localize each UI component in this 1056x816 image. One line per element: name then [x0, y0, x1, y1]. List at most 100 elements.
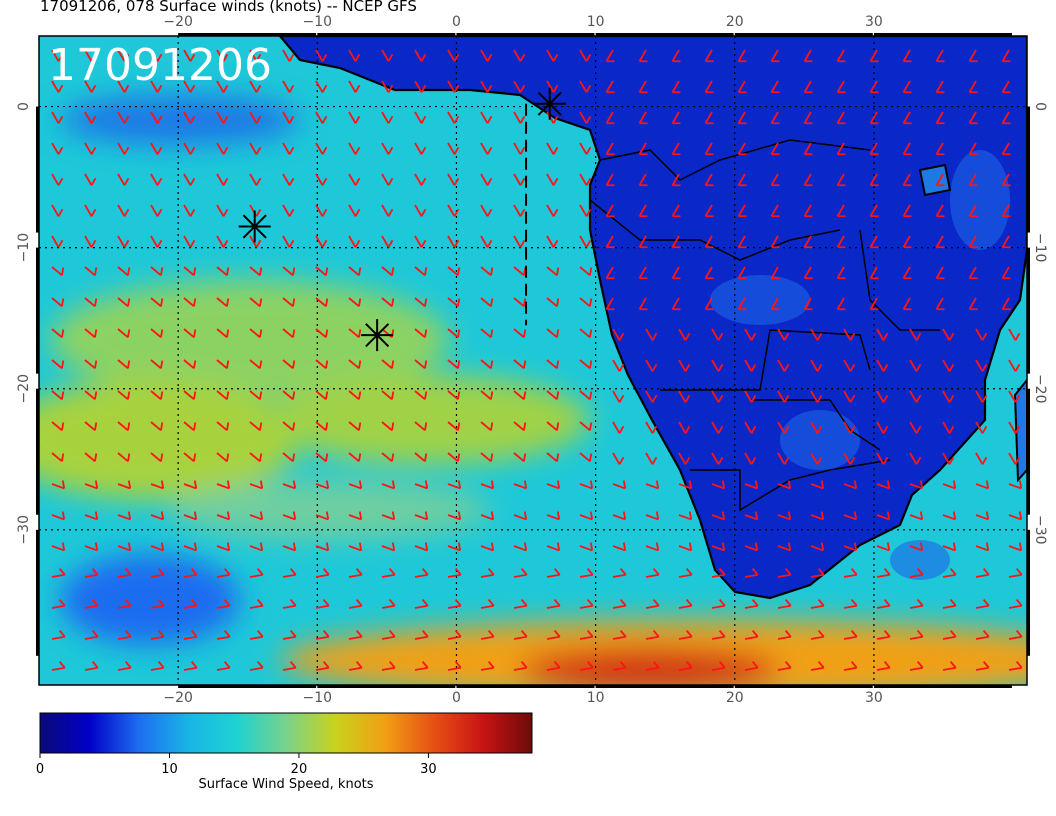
wind-barb — [183, 511, 198, 521]
wind-barb — [671, 142, 681, 156]
wind-barb — [968, 49, 978, 63]
wind-barb — [480, 235, 493, 248]
wind-barb — [579, 328, 593, 339]
wind-barb — [1008, 542, 1023, 552]
wind-barb — [678, 452, 691, 465]
wind-barb — [183, 542, 198, 552]
wind-barb — [84, 511, 99, 521]
wind-barb — [612, 568, 627, 578]
wind-barb — [546, 328, 560, 339]
wind-barb — [282, 542, 297, 552]
tick-bar-top — [595, 33, 734, 36]
wind-barb — [480, 511, 495, 521]
wind-barb — [315, 297, 329, 308]
lat-label-left: 0 — [16, 102, 32, 111]
wind-barb — [447, 390, 461, 401]
wind-barb — [447, 173, 460, 186]
wind-barb — [381, 542, 396, 552]
wind-barb — [513, 661, 528, 671]
wind-barb — [605, 204, 615, 218]
land-texture — [710, 150, 1010, 580]
wind-barb — [414, 359, 428, 370]
wind-barb — [117, 630, 132, 640]
date-stamp: 17091206 — [48, 40, 272, 91]
wind-barb — [975, 568, 990, 578]
tick-bar-top — [456, 33, 595, 36]
wind-barb — [1008, 390, 1021, 403]
wind-barb — [282, 511, 297, 521]
wind-barb — [737, 111, 747, 125]
wind-barb — [638, 297, 648, 311]
wind-barb — [282, 421, 296, 432]
wind-barb — [704, 204, 714, 218]
markers — [238, 87, 566, 352]
lon-label-bottom: −10 — [303, 690, 333, 706]
lon-label-bottom: −20 — [163, 690, 193, 706]
colorbar-tick-label: 0 — [36, 762, 44, 777]
wind-barb — [249, 266, 263, 277]
wind-barb — [843, 421, 856, 434]
wind-barb — [843, 511, 858, 521]
wind-barb — [117, 511, 132, 521]
colorbar-ticks: 0 10 20 30 — [36, 753, 437, 777]
wind-barb — [645, 328, 658, 341]
wind-barb — [645, 661, 660, 671]
wind-barb — [1001, 49, 1011, 63]
wind-barb — [876, 542, 891, 552]
wind-barb — [51, 173, 64, 186]
wind-barb — [704, 111, 714, 125]
wind-barb — [216, 297, 230, 308]
wind-barb — [117, 328, 131, 339]
wind-barb — [117, 452, 131, 463]
wind-barb — [480, 111, 493, 124]
lat-label-left: −10 — [16, 233, 32, 263]
wind-barb — [876, 661, 891, 671]
wind-barb — [876, 480, 891, 490]
wind-barb — [348, 480, 363, 490]
wind-barb — [414, 480, 429, 490]
wind-barb — [909, 568, 924, 578]
wind-barb — [348, 421, 362, 432]
wind-barb — [249, 661, 264, 671]
wind-barb — [282, 204, 295, 217]
wind-barb — [282, 359, 296, 370]
wind-barb — [216, 266, 230, 277]
wind-barbs — [51, 49, 1023, 671]
wind-barb — [84, 142, 97, 155]
wind-barb — [249, 568, 264, 578]
wind-barb — [480, 630, 495, 640]
wind-barb — [546, 390, 560, 401]
wind-barb — [381, 599, 396, 609]
wind-barb — [282, 568, 297, 578]
wind-barb — [84, 452, 98, 463]
wind-barb — [810, 359, 823, 372]
wind-barb — [183, 452, 197, 463]
wind-barb — [546, 542, 561, 552]
wind-barb — [249, 142, 262, 155]
wind-barb — [942, 452, 955, 465]
wind-barb — [414, 297, 428, 308]
wind-barb — [803, 80, 813, 94]
wind-barb — [414, 542, 429, 552]
wind-barb — [150, 173, 163, 186]
wind-barb — [51, 111, 64, 124]
wind-barb — [843, 328, 856, 341]
wind-barb — [513, 142, 526, 155]
tick-bar-top — [873, 33, 1012, 36]
tick-bar-bottom — [178, 685, 317, 688]
wind-barb — [150, 235, 163, 248]
wind-barb — [480, 661, 495, 671]
wind-barb — [348, 390, 362, 401]
wind-barb — [348, 328, 362, 339]
wind-barb — [480, 204, 493, 217]
wind-barb — [348, 111, 361, 124]
wind-barb — [249, 421, 263, 432]
wind-barb — [975, 359, 988, 372]
wind-barb — [671, 204, 681, 218]
wind-barb — [711, 328, 724, 341]
wind-barb — [770, 204, 780, 218]
wind-barb — [869, 111, 879, 125]
wind-barb — [1001, 204, 1011, 218]
wind-barb — [447, 142, 460, 155]
wind-barb — [546, 142, 559, 155]
